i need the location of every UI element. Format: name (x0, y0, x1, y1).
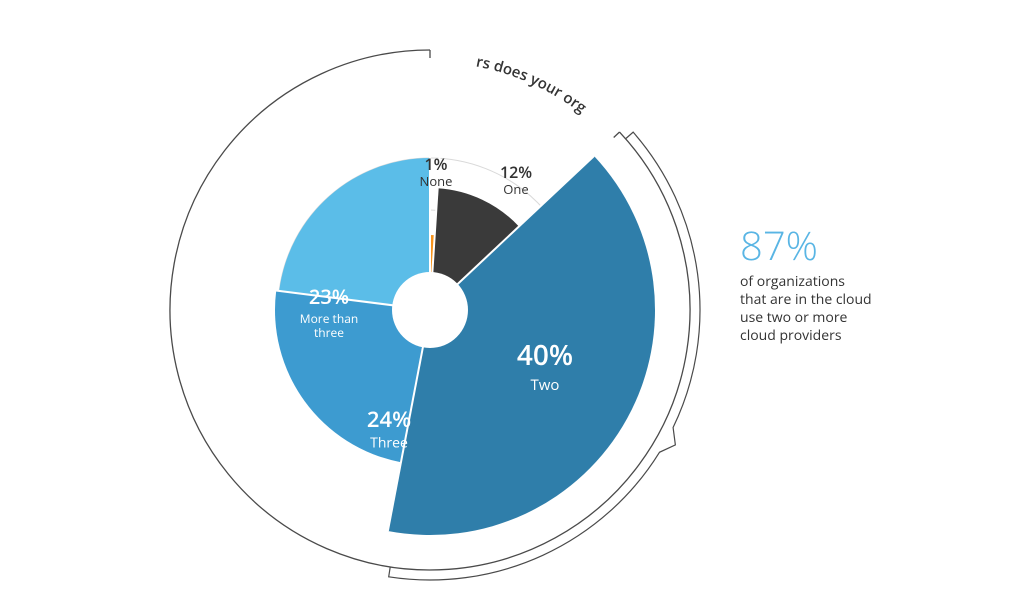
callout-text: of organizations (740, 272, 845, 291)
callout-text: that are in the cloud (740, 290, 872, 309)
slice-label: None (420, 172, 453, 190)
callout-percent: 87% (740, 217, 818, 272)
callout-text: cloud providers (740, 326, 842, 345)
slice-label: three (314, 324, 344, 341)
slice-label: Two (531, 375, 560, 395)
slice-label: One (503, 180, 528, 198)
chart-title: How many cloud providers does your organ… (0, 0, 591, 118)
donut-hole (392, 272, 468, 348)
slice-pct: 24% (367, 404, 411, 434)
callout-text: use two or more (740, 308, 848, 327)
slice-pct: 40% (517, 336, 573, 374)
polar-area-chart: 1%None12%One40%Two24%Three23%More thanth… (0, 0, 1024, 604)
slice-pct: 23% (309, 283, 349, 310)
slice-label: Three (370, 434, 408, 453)
chart-container: 1%None12%One40%Two24%Three23%More thanth… (0, 0, 1024, 604)
